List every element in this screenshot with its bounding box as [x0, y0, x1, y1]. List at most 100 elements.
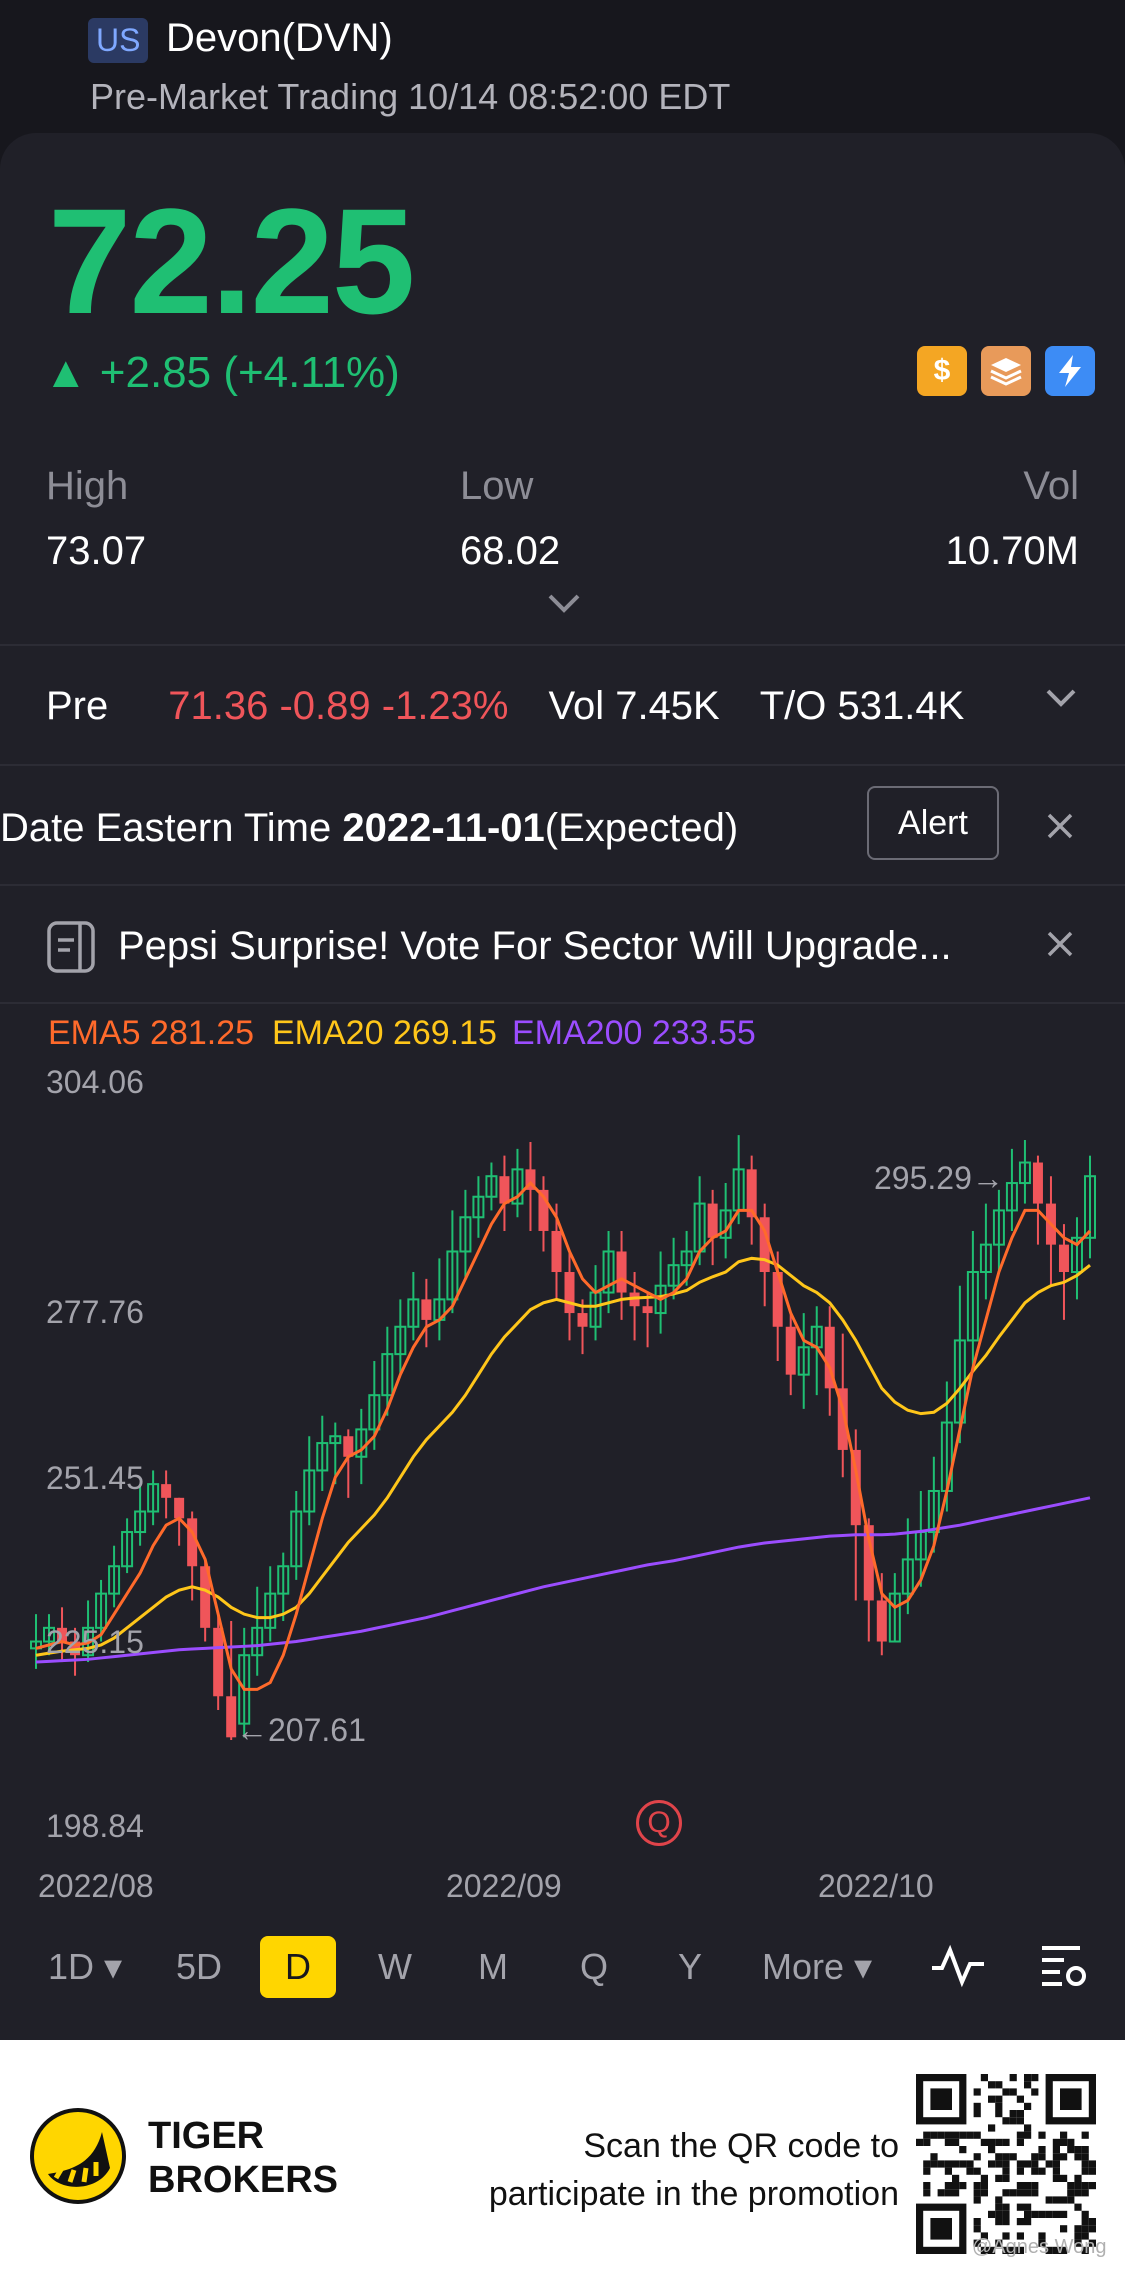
period-year[interactable]: Y — [678, 1946, 703, 1987]
qr-module — [995, 2203, 1003, 2211]
qr-module — [995, 2160, 1003, 2168]
qr-module — [1088, 2239, 1096, 2247]
brand-line2: BROKERS — [148, 2159, 339, 2201]
qr-module — [1088, 2218, 1096, 2226]
qr-module — [1002, 2210, 1010, 2218]
qr-module — [1016, 2232, 1024, 2240]
candle-body — [277, 1565, 290, 1595]
ema20-line — [35, 1256, 1091, 1657]
period-5d[interactable]: 5D — [176, 1946, 223, 1987]
chart-settings-icon[interactable] — [1040, 1942, 1090, 1990]
qr-module — [1016, 2203, 1024, 2211]
qr-module — [1060, 2225, 1068, 2233]
qr-module — [1052, 2210, 1060, 2218]
qr-module — [1074, 2146, 1082, 2154]
qr-module — [959, 2146, 967, 2154]
period-1d[interactable]: 1D ▾ — [48, 1946, 123, 1987]
close-icon[interactable] — [1046, 930, 1074, 958]
qr-module — [1002, 2160, 1010, 2168]
candle-body — [134, 1510, 147, 1534]
qr-module — [980, 2174, 988, 2182]
qr-module — [1031, 2160, 1039, 2168]
candle-body — [1084, 1175, 1096, 1239]
promo-text-line1: Scan the QR code to — [583, 2127, 899, 2165]
qr-module — [1038, 2153, 1046, 2161]
qr-module — [937, 2131, 945, 2139]
bolt-icon[interactable] — [1045, 346, 1095, 396]
qr-module — [1038, 2232, 1046, 2240]
period-more[interactable]: More ▾ — [762, 1946, 873, 1987]
divider — [0, 644, 1125, 646]
qr-module — [1038, 2146, 1046, 2154]
qr-module — [959, 2131, 967, 2139]
period-month[interactable]: M — [478, 1946, 508, 1987]
chevron-down-icon[interactable] — [546, 592, 582, 616]
quarter-report-marker[interactable]: Q — [636, 1800, 682, 1846]
candle-body — [43, 1626, 56, 1643]
ticker-title[interactable]: Devon(DVN) — [166, 16, 393, 60]
session-status: Pre-Market Trading 10/14 08:52:00 EDT — [90, 76, 731, 117]
qr-module — [966, 2131, 974, 2139]
qr-module — [1016, 2117, 1024, 2125]
candlestick-chart[interactable] — [0, 1060, 1125, 1820]
qr-module — [944, 2131, 952, 2139]
qr-module — [1016, 2110, 1024, 2118]
qr-module — [1002, 2138, 1010, 2146]
qr-module — [923, 2160, 931, 2168]
qr-module — [1009, 2110, 1017, 2118]
qr-module — [973, 2218, 981, 2226]
qr-finder — [930, 2088, 952, 2110]
y-tick-label: 277.76 — [46, 1294, 144, 1330]
qr-module — [966, 2167, 974, 2175]
period-quarter[interactable]: Q — [580, 1946, 609, 1987]
stack-icon[interactable] — [981, 346, 1031, 396]
period-day[interactable]: D — [260, 1936, 336, 1998]
candle-body — [992, 1209, 1005, 1246]
alert-button[interactable]: Alert — [867, 786, 999, 860]
candle-body — [121, 1531, 134, 1568]
candle-body — [421, 1299, 432, 1320]
qr-module — [1081, 2218, 1089, 2226]
qr-module — [1074, 2189, 1082, 2197]
dollar-icon[interactable]: $ — [917, 346, 967, 396]
candle-body — [707, 1203, 718, 1238]
qr-module — [923, 2189, 931, 2197]
qr-module — [1081, 2189, 1089, 2197]
qr-module — [959, 2182, 967, 2190]
qr-module — [1016, 2218, 1024, 2226]
ema200-line — [35, 1496, 1091, 1664]
qr-module — [1002, 2203, 1010, 2211]
qr-module — [1038, 2210, 1046, 2218]
chevron-down-icon[interactable] — [1045, 688, 1077, 710]
qr-module — [1067, 2182, 1075, 2190]
premarket-row[interactable]: Pre 71.36 -0.89 -1.23% Vol 7.45K T/O 531… — [0, 650, 1125, 762]
qr-module — [1052, 2146, 1060, 2154]
qr-code-icon[interactable] — [916, 2074, 1096, 2254]
candle-body — [381, 1353, 394, 1397]
divider — [0, 1002, 1125, 1004]
low-label: Low — [460, 464, 534, 508]
indicator-icon[interactable] — [930, 1944, 986, 1988]
qr-module — [944, 2182, 952, 2190]
candle-body — [797, 1346, 810, 1376]
qr-module — [988, 2160, 996, 2168]
news-row[interactable]: Pepsi Surprise! Vote For Sector Will Upg… — [0, 888, 1125, 1000]
candle-body — [837, 1388, 848, 1450]
period-selector: 1D ▾ 5D D W M Q Y More ▾ — [0, 1926, 1125, 2006]
candle-body — [200, 1566, 211, 1628]
candle-body — [187, 1518, 198, 1567]
qr-module — [988, 2124, 996, 2132]
qr-module — [1024, 2124, 1032, 2132]
top-bar: US Devon(DVN) Pre-Market Trading 10/14 0… — [0, 0, 1125, 135]
candle-body — [343, 1436, 354, 1457]
qr-module — [1074, 2239, 1082, 2247]
candle-body — [485, 1175, 498, 1198]
qr-module — [1074, 2182, 1082, 2190]
period-week[interactable]: W — [378, 1946, 412, 1987]
qr-module — [1060, 2153, 1068, 2161]
close-icon[interactable] — [1046, 812, 1074, 840]
news-headline[interactable]: Pepsi Surprise! Vote For Sector Will Upg… — [118, 924, 952, 968]
qr-module — [1038, 2239, 1046, 2247]
qr-module — [952, 2131, 960, 2139]
qr-module — [966, 2160, 974, 2168]
